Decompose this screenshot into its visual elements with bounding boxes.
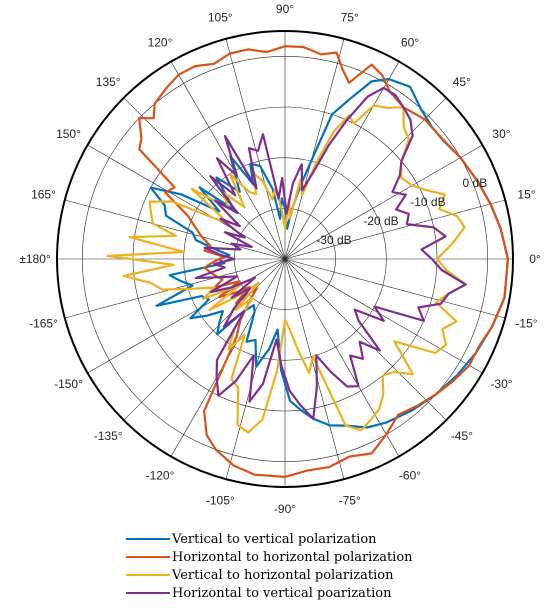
angle-tick-label: 135° [96,75,121,89]
spoke-line [284,38,345,260]
angle-tick-label: 0° [529,252,541,266]
angle-tick-label: 45° [453,75,471,89]
angle-tick-label: 150° [56,127,81,141]
legend-item: Vertical to vertical polarization [126,530,526,548]
spoke-line [87,144,286,260]
angular-spokes [57,31,513,487]
spoke-line [284,144,483,260]
legend-swatch-1 [126,556,170,558]
radial-tick-label: 0 dB [463,176,488,190]
spoke-line [123,97,286,260]
spoke-line [170,61,286,260]
spoke-line [284,258,506,319]
angle-tick-label: 120° [148,36,173,50]
polar-chart: 0° 15° 30° 45° 60° 75° 90° 105° 120° 135° 150° 165°… [19,2,541,516]
legend-label: Horizontal to vertical poarization [172,585,392,601]
radial-tick-label: -20 dB [363,214,398,228]
legend-label: Vertical to horizontal polarization [172,567,394,583]
legend-label: Horizontal to horizontal polarization [172,549,413,565]
spoke-line [225,38,286,260]
spoke-line [225,258,286,480]
angle-tick-label: -90° [274,502,296,516]
legend-swatch-2 [126,574,170,576]
radial-tick-label: -10 dB [410,195,445,209]
angle-tick-label: -15° [515,317,537,331]
series-line-1 [138,45,509,478]
angle-tick-labels: 0° 15° 30° 45° 60° 75° 90° 105° 120° 135° 150° 165°… [19,2,541,516]
legend-swatch-0 [126,538,170,540]
legend-label: Vertical to vertical polarization [172,531,377,547]
spoke-line [284,199,506,260]
spoke-line [64,199,286,260]
angle-tick-label: 165° [31,187,56,201]
series-line-0 [149,78,509,429]
angle-tick-label: 15° [517,187,535,201]
series-line-2 [106,104,467,434]
radial-tick-label: -30 dB [316,233,351,247]
spoke-line [284,258,447,421]
legend-swatch-3 [126,592,170,594]
angle-tick-label: -105° [206,494,235,508]
angle-tick-label: -75° [339,494,361,508]
angle-tick-label: -165° [29,317,58,331]
spoke-line [284,61,400,260]
legend-item: Vertical to horizontal polarization [126,566,526,584]
series-line-3 [194,86,467,420]
spoke-line [284,97,447,260]
spoke-line [284,258,345,480]
legend-item: Horizontal to vertical poarization [126,584,526,602]
angle-tick-label: 105° [208,11,233,25]
angle-tick-label: ±180° [19,252,51,266]
angle-tick-label: 90° [276,2,294,16]
angle-tick-label: -135° [94,429,123,443]
angle-tick-label: -30° [490,377,512,391]
legend-item: Horizontal to horizontal polarization [126,548,526,566]
angle-tick-label: 30° [492,127,510,141]
angle-tick-label: -45° [451,429,473,443]
legend: Vertical to vertical polarization Horizo… [126,530,526,602]
outer-ring [56,30,514,488]
angle-tick-label: -120° [146,469,175,483]
outer-ring-circle [56,30,514,488]
spoke-line [284,258,483,374]
angle-tick-label: -60° [399,469,421,483]
spoke-line [123,258,286,421]
series-layer [106,45,509,478]
radial-tick-labels: -30 dB -20 dB -10 dB 0 dB [316,176,487,247]
angle-tick-label: -150° [54,377,83,391]
angle-tick-label: 75° [341,11,359,25]
angle-tick-label: 60° [401,36,419,50]
